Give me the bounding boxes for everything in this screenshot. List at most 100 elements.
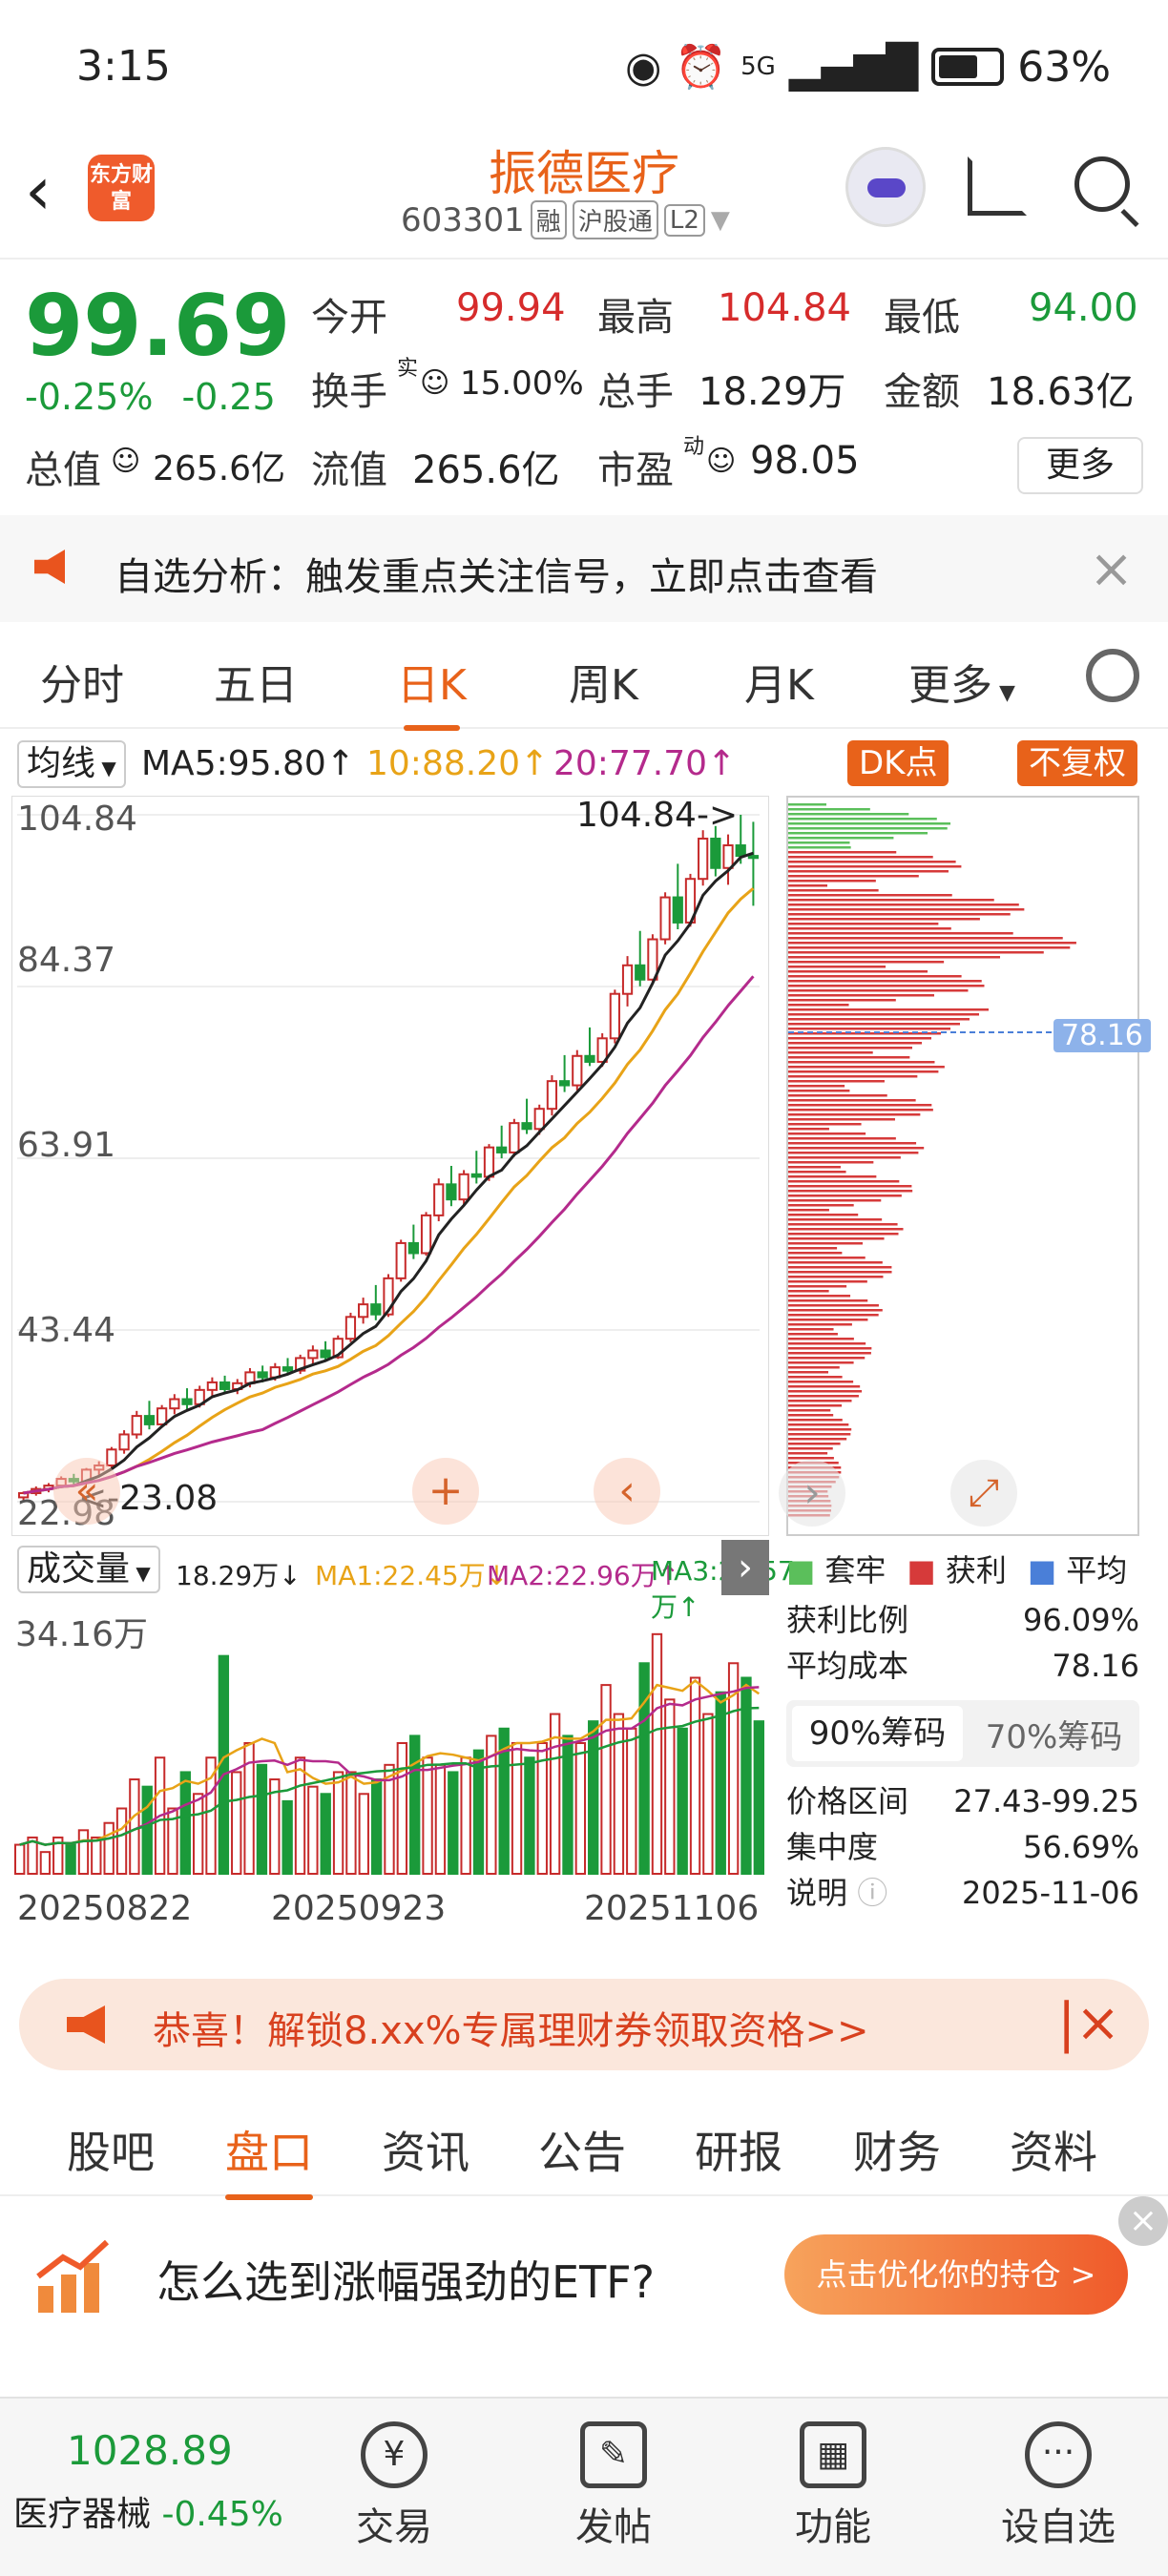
volume-bar (269, 1778, 281, 1875)
chart-frame (11, 796, 769, 1536)
note-label: 说明 (786, 1875, 848, 1911)
volume-bar (498, 1727, 510, 1875)
price-label-4: 43.44 (17, 1311, 116, 1350)
close-icon[interactable]: × (1118, 2196, 1168, 2246)
stock-code: 603301 (401, 200, 525, 239)
tab-more[interactable]: 更多 ▼ (908, 651, 1015, 712)
range-label: 价格区间 (786, 1783, 909, 1819)
trade-button[interactable]: ¥ 交易 (323, 2421, 466, 2551)
chip-bar (788, 1423, 849, 1426)
chip-bar (788, 1070, 939, 1073)
volume-bar (549, 1713, 561, 1876)
stock-header: ‹ 东方财富 振德医疗 603301 融 沪股通 L2 ▼ (0, 134, 1168, 258)
ma-selector[interactable]: 均线 ▼ (17, 740, 126, 788)
info-icon[interactable]: ☺ (706, 445, 737, 478)
app-logo[interactable]: 东方财富 (88, 155, 155, 221)
etf-ad[interactable]: 怎么选到涨幅强劲的ETF? 点击优化你的持仓 > × (0, 2196, 1168, 2339)
gear-icon[interactable] (1086, 649, 1139, 702)
tab-weekly-k[interactable]: 周K (569, 661, 638, 710)
volume-bar (486, 1735, 497, 1875)
tab-orderbook[interactable]: 盘口 (225, 2118, 313, 2200)
chip-bar (788, 1023, 960, 1026)
chip-bar (788, 1371, 829, 1374)
chip-bar (788, 1252, 843, 1255)
chip-bar (788, 1204, 854, 1207)
tab-forum[interactable]: 股吧 (67, 2127, 155, 2178)
info-icon[interactable]: ☺ (111, 445, 141, 478)
chip-bar (788, 975, 962, 978)
caret-down-icon: ▼ (992, 681, 1015, 705)
function-button[interactable]: ▦ 功能 (761, 2421, 905, 2551)
etf-ad-text[interactable]: 怎么选到涨幅强劲的ETF? (156, 2256, 656, 2308)
tab-profile[interactable]: 资料 (1010, 2127, 1097, 2178)
scroll-right-icon[interactable]: › (779, 1460, 845, 1527)
scroll-left-fast-icon[interactable]: « (53, 1458, 120, 1525)
close-icon[interactable]: |× (1057, 1992, 1120, 2054)
chip-bar (788, 1113, 921, 1116)
stock-subtitle[interactable]: 603301 融 沪股通 L2 ▼ (401, 200, 730, 239)
volume-bar (715, 1691, 726, 1876)
expand-icon[interactable]: ⤢ (950, 1460, 1017, 1527)
tab-chip-70[interactable]: 70%筹码 (985, 1717, 1123, 1756)
chip-legend: ■ 套牢 ■ 获利 ■ 平均 (786, 1540, 1139, 1597)
watchlist-alert[interactable]: 自选分析：触发重点关注信号，立即点击查看 × (0, 515, 1168, 622)
tab-intraday[interactable]: 分时 (40, 661, 124, 710)
candlestick-chart[interactable]: 104.84 84.37 63.91 43.44 22.98 104.84-> … (11, 796, 769, 1536)
tab-chip-90[interactable]: 90%筹码 (792, 1706, 963, 1761)
candle-body (521, 1122, 532, 1131)
info-icon[interactable]: ☺ (420, 366, 450, 400)
volume-selector[interactable]: 成交量 ▼ (17, 1546, 160, 1593)
ma-indicator-bar: 均线 ▼ MA5:95.80↑ 10:88.20↑ 20:77.70↑ DK点 … (0, 735, 1168, 792)
tab-monthly-k[interactable]: 月K (744, 661, 814, 710)
tab-research[interactable]: 研报 (695, 2127, 782, 2178)
search-icon[interactable] (1074, 156, 1130, 212)
vol-ma2: MA2:22.96万↑ (487, 1560, 680, 1591)
assistant-robot-icon[interactable] (845, 147, 926, 227)
scroll-left-icon[interactable]: ‹ (594, 1458, 660, 1525)
volume-bar (460, 1756, 471, 1875)
candle-body (747, 855, 760, 860)
adjust-button[interactable]: 不复权 (1017, 740, 1137, 786)
volume-value: 18.29万↓ (176, 1560, 302, 1591)
close-icon[interactable]: × (1089, 538, 1134, 600)
chip-bar (788, 1271, 892, 1274)
chip-bar (788, 923, 939, 925)
candle-body (710, 837, 721, 869)
tab-news[interactable]: 资讯 (382, 2127, 469, 2178)
candle-body (143, 1415, 156, 1425)
zoom-in-icon[interactable]: + (412, 1458, 479, 1525)
tab-financials[interactable]: 财务 (853, 2127, 941, 2178)
change-percent: -0.25% (25, 376, 154, 418)
promo-text[interactable]: 恭喜！解锁8.xx%专属理财券领取资格>> (153, 2009, 869, 2053)
optimize-holdings-button[interactable]: 点击优化你的持仓 > (784, 2234, 1128, 2315)
share-icon[interactable] (968, 156, 1027, 216)
info-icon[interactable]: ⓘ (857, 1875, 888, 1911)
candle-body (596, 1037, 608, 1063)
dk-point-button[interactable]: DK点 (847, 740, 949, 786)
candle-body (219, 1381, 231, 1390)
tab-announcements[interactable]: 公告 (538, 2127, 626, 2178)
ma20-line (23, 975, 755, 1495)
promo-banner[interactable]: 恭喜！解锁8.xx%专属理财券领取资格>> |× (19, 1979, 1149, 2070)
expand-up-icon[interactable] (0, 2399, 19, 2418)
volume-chart[interactable]: 34.16万 (11, 1597, 769, 1880)
ma-selector-label: 均线 (27, 744, 96, 783)
sector-index-info[interactable]: 医疗器械 -0.45% (13, 2486, 283, 2536)
chip-bar (788, 1280, 867, 1283)
candle-body (458, 1173, 469, 1201)
chip-bar (788, 1428, 852, 1431)
note-row[interactable]: 说明 ⓘ 2025-11-06 (786, 1870, 1139, 1916)
more-button[interactable]: 更多 (1017, 437, 1143, 494)
volume-bar (179, 1771, 191, 1876)
chip-bar (788, 827, 948, 830)
back-arrow-icon[interactable]: ‹ (25, 152, 52, 230)
indicator-next-icon[interactable]: › (721, 1540, 769, 1595)
sector-name: 医疗器械 (13, 2495, 152, 2534)
alert-text[interactable]: 自选分析：触发重点关注信号，立即点击查看 (115, 555, 878, 599)
post-button[interactable]: ✎ 发帖 (542, 2421, 685, 2551)
yen-icon: ¥ (361, 2421, 428, 2488)
sector-index-value[interactable]: 1028.89 (67, 2427, 233, 2474)
add-watchlist-button[interactable]: ··· 设自选 (987, 2421, 1130, 2551)
tab-five-day[interactable]: 五日 (214, 661, 298, 710)
tab-daily-k[interactable]: 日K (397, 651, 467, 731)
